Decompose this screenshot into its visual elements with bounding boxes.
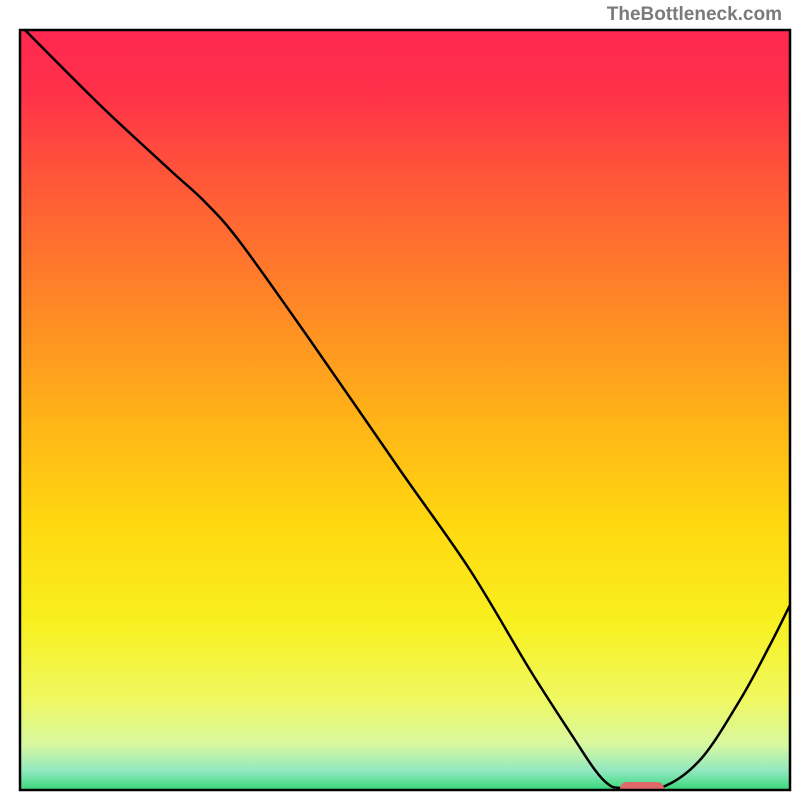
gradient-background — [20, 30, 790, 790]
bottleneck-chart: TheBottleneck.com — [0, 0, 800, 800]
optimal-marker — [620, 782, 664, 796]
plot-border — [20, 30, 790, 790]
chart-svg — [0, 0, 800, 800]
watermark-text: TheBottleneck.com — [607, 4, 782, 26]
curve-line — [20, 25, 790, 790]
